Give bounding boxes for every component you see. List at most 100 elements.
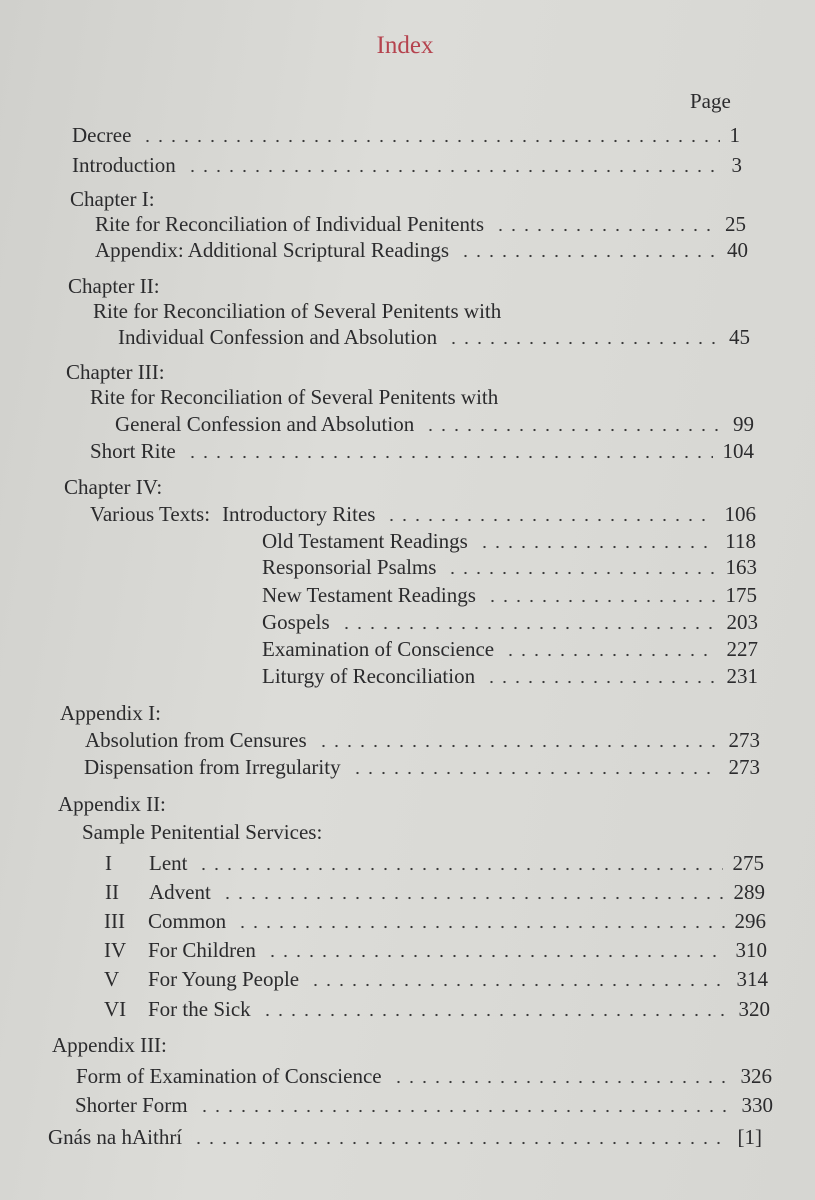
index-entry: IV For Children 310 <box>104 938 767 964</box>
page-number: 99 <box>733 412 754 436</box>
entry-text: Dispensation from Irregularity <box>84 755 341 779</box>
page-column-heading: Page <box>690 89 731 113</box>
index-entry: Appendix III: <box>52 1033 167 1059</box>
entry-label: Rite for Reconciliation of Several Penit… <box>90 385 498 410</box>
roman-numeral: VI <box>104 997 127 1021</box>
dot-leader <box>339 626 717 630</box>
page-number: 231 <box>726 664 759 688</box>
entry-label: Appendix: Additional Scriptural Readings <box>95 238 449 263</box>
entry-label: Rite for Reconciliation of Individual Pe… <box>95 212 484 237</box>
entry-label: Appendix III: <box>52 1033 167 1058</box>
page-number: 326 <box>740 1064 773 1088</box>
dot-leader <box>459 254 717 258</box>
page-number: 104 <box>722 439 755 463</box>
entry-label: Short Rite <box>90 439 176 464</box>
entry-text: Lent <box>149 851 188 875</box>
index-entry: I Lent 275 <box>105 851 764 877</box>
entry-text: Short Rite <box>90 439 176 463</box>
dot-leader <box>494 228 715 232</box>
entry-text: Chapter III: <box>66 360 165 384</box>
entry-text: Appendix: Additional Scriptural Readings <box>95 238 450 262</box>
entry-label: Appendix II: <box>58 792 166 817</box>
index-entry: Rite for Reconciliation of Several Penit… <box>90 385 498 411</box>
entry-text: Chapter II: <box>68 274 160 298</box>
index-entry: Decree 1 <box>72 123 740 149</box>
dot-leader <box>197 1109 732 1113</box>
entry-subtext: Introductory Rites <box>222 502 376 526</box>
entry-label: Gnás na hAithrí <box>48 1125 182 1150</box>
index-entry: Old Testament Readings 118 <box>90 529 756 555</box>
entry-label: Examination of Conscience <box>90 637 494 662</box>
index-entry: Sample Penitential Services: <box>82 820 322 846</box>
page-number: 273 <box>728 728 761 752</box>
entry-text: Appendix I: <box>60 701 161 725</box>
entry-text: Rite for Reconciliation of Individual Pe… <box>95 212 485 236</box>
dot-leader <box>391 1080 731 1084</box>
entry-subtext: Gospels <box>262 610 330 634</box>
index-entry: Chapter IV: <box>64 475 162 501</box>
entry-label: Sample Penitential Services: <box>82 820 322 845</box>
index-entry: III Common 296 <box>104 909 766 935</box>
page-number: 275 <box>732 851 765 875</box>
roman-numeral: IV <box>104 938 127 962</box>
dot-leader <box>485 680 717 684</box>
page-number: 3 <box>731 153 743 177</box>
entry-text: Gnás na hAithrí <box>48 1125 183 1149</box>
page-number: 106 <box>724 502 757 526</box>
entry-text: Sample Penitential Services: <box>82 820 323 844</box>
entry-label: Form of Examination of Conscience <box>76 1064 382 1089</box>
entry-subtext: Responsorial Psalms <box>262 555 437 579</box>
entry-subtext: New Testament Readings <box>262 583 476 607</box>
entry-label: I Lent <box>105 851 187 876</box>
entry-label: New Testament Readings <box>90 583 476 608</box>
dot-leader <box>316 744 719 748</box>
page-number: [1] <box>737 1125 763 1149</box>
dot-leader <box>260 1013 729 1017</box>
dot-leader <box>309 983 727 987</box>
dot-leader <box>236 925 725 929</box>
page-number: 289 <box>733 880 766 904</box>
page-title: Index <box>376 32 434 59</box>
page-number: 25 <box>725 212 746 236</box>
entry-label: Responsorial Psalms <box>90 555 436 580</box>
index-entry: Appendix I: <box>60 701 161 727</box>
dot-leader <box>385 518 715 522</box>
page-number: 45 <box>729 325 750 349</box>
index-entry: Short Rite 104 <box>90 439 754 465</box>
page-number: 320 <box>738 997 771 1021</box>
entry-label: Chapter I: <box>70 187 155 212</box>
index-entry: Form of Examination of Conscience 326 <box>76 1064 772 1090</box>
index-entry: Examination of Conscience 227 <box>90 637 758 663</box>
dot-leader <box>504 653 717 657</box>
entry-text: Form of Examination of Conscience <box>76 1064 382 1088</box>
dot-leader <box>220 896 724 900</box>
page-number: 227 <box>726 637 759 661</box>
entry-text: Common <box>148 909 227 933</box>
dot-leader <box>446 571 716 575</box>
entry-label: Dispensation from Irregularity <box>84 755 341 780</box>
entry-label: II Advent <box>105 880 211 905</box>
entry-label: Introduction <box>72 153 176 178</box>
page-number: 296 <box>734 909 767 933</box>
entry-label: Individual Confession and Absolution <box>118 325 437 350</box>
entry-text: Shorter Form <box>75 1093 188 1117</box>
entry-label: III Common <box>104 909 226 934</box>
index-entry: II Advent 289 <box>105 880 765 906</box>
entry-label: IV For Children <box>104 938 256 963</box>
entry-text: Rite for Reconciliation of Several Penit… <box>93 299 502 323</box>
entry-label: VI For the Sick <box>104 997 251 1022</box>
page-number: 314 <box>736 967 769 991</box>
dot-leader <box>185 169 722 173</box>
dot-leader <box>192 1141 728 1145</box>
dot-leader <box>447 341 719 345</box>
entry-label: V For Young People <box>104 967 299 992</box>
index-entry: Liturgy of Reconciliation 231 <box>90 664 758 690</box>
entry-text: For Young People <box>148 967 300 991</box>
entry-text: For the Sick <box>148 997 251 1021</box>
entry-text: Appendix III: <box>52 1033 167 1057</box>
index-entry: Chapter III: <box>66 360 165 386</box>
roman-numeral: I <box>105 851 112 875</box>
entry-label: Decree <box>72 123 131 148</box>
index-entry: V For Young People 314 <box>104 967 768 993</box>
entry-label: Various Texts: Introductory Rites <box>90 502 375 527</box>
